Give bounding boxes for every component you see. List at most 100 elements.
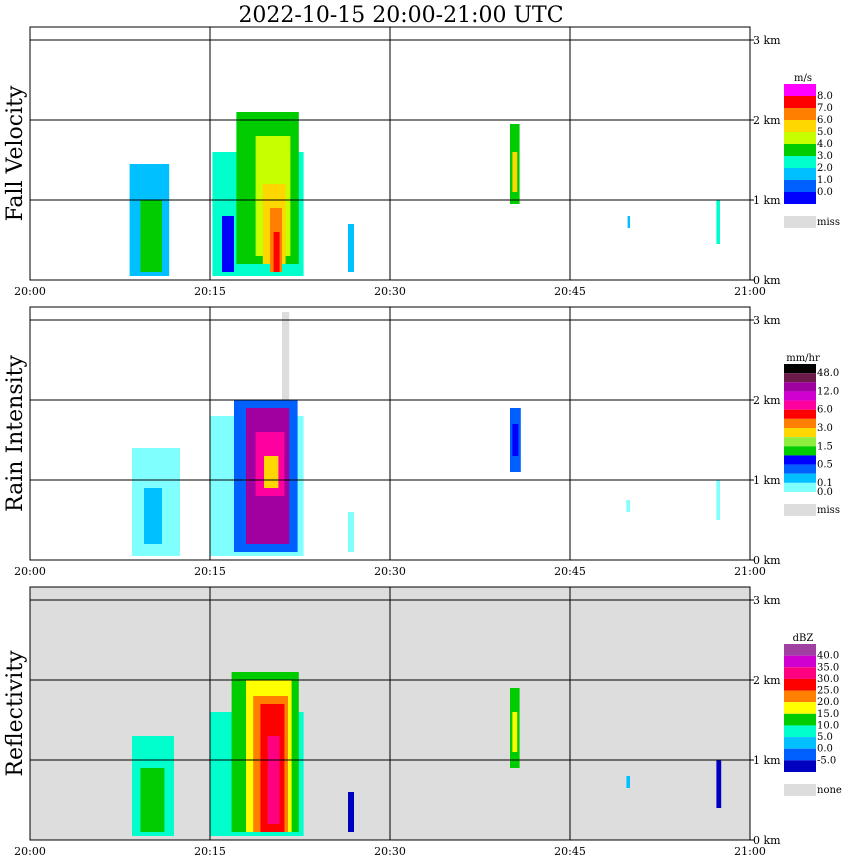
colorbar-swatch <box>784 713 816 726</box>
chart-title: 2022-10-15 20:00-21:00 UTC <box>238 3 563 28</box>
plot-frame-1 <box>29 306 751 561</box>
y-axis-label: Fall Velocity <box>3 85 28 221</box>
x-tick-label: 20:45 <box>554 565 586 578</box>
colorbar-swatch <box>784 644 816 656</box>
colorbar-label: 6.0 <box>817 405 833 416</box>
y-tick-label: 1 km <box>753 754 781 767</box>
colorbar-swatch <box>784 108 816 120</box>
colorbar-extra-swatch <box>784 216 816 228</box>
y-tick-label: 0 km <box>753 834 781 847</box>
colorbar-label: 35.0 <box>817 662 839 673</box>
colorbar-label: 25.0 <box>817 686 839 697</box>
x-tick-label: 20:30 <box>374 285 406 298</box>
x-tick-label: 20:45 <box>554 845 586 858</box>
y-tick-label: 3 km <box>753 594 781 607</box>
x-tick-label: 20:15 <box>194 845 226 858</box>
y-tick-label: 1 km <box>753 474 781 487</box>
data-cell <box>716 760 722 808</box>
colorbar-label: 10.0 <box>817 720 839 731</box>
colorbar-extra-label: miss <box>817 217 840 228</box>
data-cell <box>716 480 720 520</box>
x-tick-label: 20:00 <box>14 285 46 298</box>
colorbar-label: 48.0 <box>817 368 839 379</box>
colorbar-swatch <box>784 482 816 492</box>
colorbar-swatch <box>784 382 816 392</box>
colorbar-swatch <box>784 428 816 438</box>
data-cell <box>144 488 162 544</box>
colorbar-swatch <box>784 455 816 465</box>
colorbar-label: 4.0 <box>817 139 833 150</box>
colorbar-label: 7.0 <box>817 103 833 114</box>
x-tick-label: 20:30 <box>374 845 406 858</box>
colorbar-label: 1.0 <box>817 175 833 186</box>
colorbar-label: 5.0 <box>817 732 833 743</box>
colorbar-swatch <box>784 678 816 691</box>
colorbar-swatch <box>784 446 816 456</box>
data-cell <box>140 200 162 272</box>
colorbar-swatch <box>784 748 816 761</box>
x-tick-label: 21:00 <box>734 845 766 858</box>
data-cell <box>348 512 354 552</box>
data-cell <box>348 224 354 272</box>
x-tick-label: 20:30 <box>374 565 406 578</box>
colorbar-label: 0.0 <box>817 187 833 198</box>
colorbar-extra-swatch <box>784 784 816 796</box>
data-cell <box>282 312 290 448</box>
x-tick-label: 20:15 <box>194 285 226 298</box>
colorbar-label: 0.1 <box>817 478 833 489</box>
y-tick-label: 0 km <box>753 554 781 567</box>
y-tick-label: 0 km <box>753 274 781 287</box>
colorbar-swatch <box>784 84 816 96</box>
data-cell <box>512 712 518 752</box>
x-tick-label: 20:15 <box>194 565 226 578</box>
colorbar-swatch <box>784 156 816 168</box>
data-cell <box>512 424 519 456</box>
colorbar-swatch <box>784 418 816 428</box>
colorbar-label: 12.0 <box>817 386 839 397</box>
colorbar-swatch <box>784 409 816 419</box>
plot-frame-0 <box>29 26 751 281</box>
colorbar-swatch <box>784 192 816 204</box>
colorbar-swatch <box>784 120 816 132</box>
x-tick-label: 21:00 <box>734 285 766 298</box>
colorbar-swatch <box>784 473 816 483</box>
colorbar-label: 5.0 <box>817 127 833 138</box>
x-tick-label: 20:45 <box>554 285 586 298</box>
y-tick-label: 2 km <box>753 394 781 407</box>
colorbar-extra-label: none <box>817 785 842 796</box>
colorbar-swatch <box>784 96 816 108</box>
data-cell <box>222 216 234 272</box>
colorbar-label: 3.0 <box>817 423 833 434</box>
colorbar-swatch <box>784 725 816 738</box>
colorbar-label: 6.0 <box>817 115 833 126</box>
colorbar-label: 0.0 <box>817 487 833 498</box>
colorbar-label: 15.0 <box>817 709 839 720</box>
y-tick-label: 3 km <box>753 314 781 327</box>
y-tick-label: 2 km <box>753 674 781 687</box>
colorbar-label: 40.0 <box>817 651 839 662</box>
colorbar-label: 1.5 <box>817 441 833 452</box>
data-cell <box>267 736 280 824</box>
data-cell <box>264 456 279 488</box>
colorbar-swatch <box>784 132 816 144</box>
data-cell <box>273 232 280 272</box>
colorbar-swatch <box>784 437 816 447</box>
colorbar-unit: dBZ <box>793 633 814 644</box>
colorbar-swatch <box>784 373 816 383</box>
colorbar-label: 0.5 <box>817 460 833 471</box>
colorbar-swatch <box>784 655 816 668</box>
colorbar-label: 20.0 <box>817 697 839 708</box>
data-cell <box>512 152 518 192</box>
colorbar-swatch <box>784 737 816 749</box>
data-cell <box>716 200 720 244</box>
colorbar-swatch <box>784 364 816 374</box>
colorbar-swatch <box>784 760 816 772</box>
colorbar-swatch <box>784 690 816 703</box>
x-tick-label: 21:00 <box>734 565 766 578</box>
colorbar-swatch <box>784 168 816 180</box>
colorbar-swatch <box>784 400 816 410</box>
colorbar-extra-swatch <box>784 504 816 516</box>
colorbar-swatch <box>784 391 816 401</box>
colorbar-label: 2.0 <box>817 163 833 174</box>
